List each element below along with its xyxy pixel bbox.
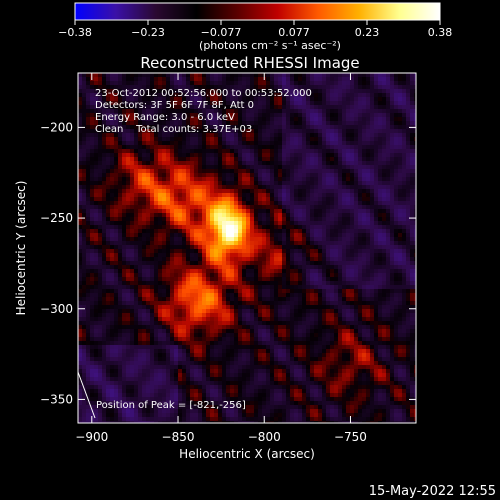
annotation-clean-counts: Clean Total counts: 3.37E+03 — [95, 124, 252, 135]
colorbar-unit-label: (photons cm⁻² s⁻¹ asec⁻²) — [199, 39, 341, 52]
y-axis-label: Heliocentric Y (arcsec) — [14, 181, 28, 316]
x-tick-label: −850 — [162, 430, 195, 444]
colorbar-tick-label: −0.077 — [201, 26, 242, 39]
colorbar-tick-label: 0.38 — [428, 26, 453, 39]
y-tick-label: −350 — [40, 392, 73, 406]
x-tick-label: −800 — [248, 430, 281, 444]
annotation-leader-line — [77, 371, 96, 419]
annotation-detectors: Detectors: 3F 5F 6F 7F 8F, Att 0 — [95, 100, 254, 111]
annotation-time-range: 23-Oct-2012 00:52:56.000 to 00:53:52.000 — [95, 88, 312, 99]
chart-title: Reconstructed RHESSI Image — [140, 54, 359, 72]
footer-timestamp: 15-May-2022 12:55 — [369, 484, 496, 499]
colorbar-tick-label: −0.38 — [58, 26, 92, 39]
colorbar-ticks: −0.38 −0.23 −0.077 0.077 0.23 0.38 — [58, 20, 452, 39]
colorbar-tick-label: 0.23 — [355, 26, 380, 39]
x-axis-label: Heliocentric X (arcsec) — [179, 447, 315, 461]
heatmap-image — [78, 73, 416, 423]
x-tick-label: −900 — [75, 430, 108, 444]
plot-frame — [77, 72, 417, 424]
y-tick-label: −200 — [40, 120, 73, 134]
colorbar-tick-label: 0.077 — [278, 26, 310, 39]
x-tick-label: −750 — [334, 430, 367, 444]
y-tick-label: −250 — [40, 211, 73, 225]
axis-ticks: −900 −850 −800 −750 −200 −250 −300 −350 — [40, 73, 416, 444]
colorbar — [74, 2, 441, 21]
annotation-energy-range: Energy Range: 3.0 - 6.0 keV — [95, 112, 235, 123]
peak-position-label: Position of Peak = [-821,-256] — [96, 400, 246, 411]
colorbar-tick-label: −0.23 — [131, 26, 165, 39]
y-tick-label: −300 — [40, 302, 73, 316]
